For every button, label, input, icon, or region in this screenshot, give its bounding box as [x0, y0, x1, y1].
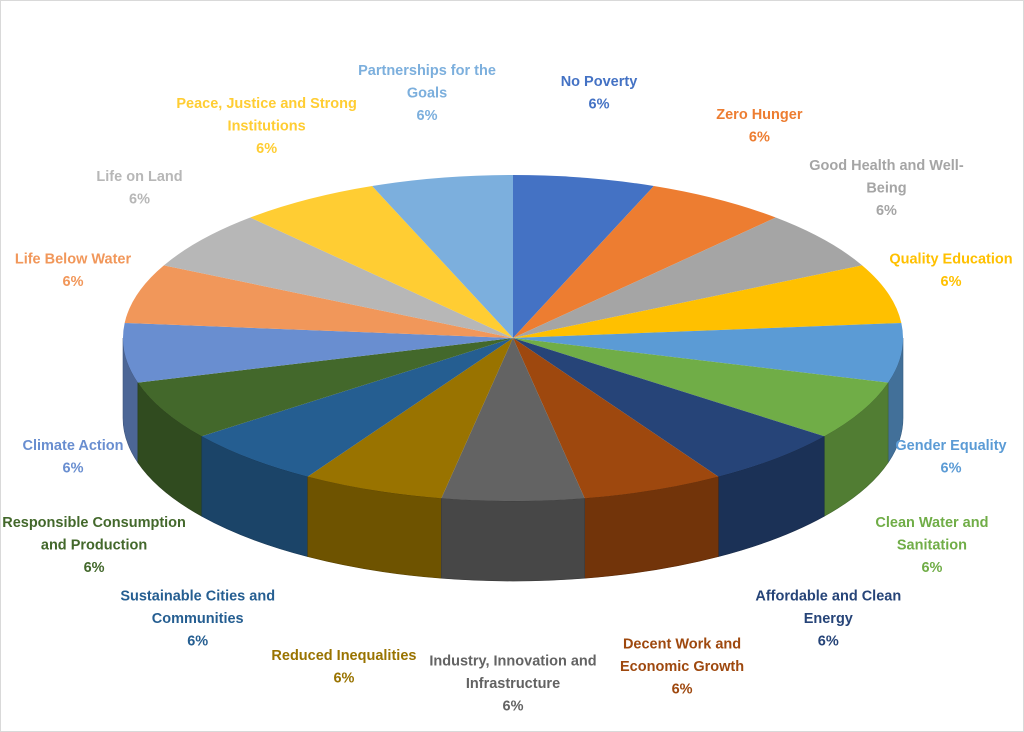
pie-slice-11[interactable] [201, 338, 513, 477]
data-label-9: Industry, Innovation and Infrastructure 6% [429, 654, 596, 715]
pie-side-10 [307, 476, 442, 579]
pie-slice-6[interactable] [513, 338, 889, 437]
data-label-4: Quality Education 6% [889, 251, 1012, 290]
data-label-2: Zero Hunger 6% [716, 107, 803, 145]
pie-slice-7[interactable] [513, 338, 825, 477]
pie-slice-9[interactable] [441, 338, 585, 501]
pie-slice-16[interactable] [250, 186, 513, 338]
data-label-3: Good Health and Well-Being 6% [809, 158, 964, 219]
pie-slice-14[interactable] [124, 265, 514, 338]
data-label-17: Partnerships for the Goals 6% [358, 63, 496, 124]
data-label-13: Climate Action 6% [23, 438, 124, 477]
data-label-15: Life on Land 6% [96, 169, 182, 208]
data-labels: No Poverty 6% Zero Hunger 6%Good Health and… [2, 63, 1012, 715]
data-label-11: Sustainable Cities and Communities 6% [120, 588, 275, 649]
data-label-1: No Poverty 6% [561, 74, 638, 113]
pie-slice-10[interactable] [307, 338, 513, 499]
pie-slice-17[interactable] [372, 175, 513, 338]
data-label-16: Peace, Justice and Strong Institutions 6% [176, 96, 357, 157]
pie-side-walls [122, 337, 904, 582]
pie-slice-12[interactable] [137, 338, 513, 437]
data-label-6: Clean Water and Sanitation 6% [875, 515, 988, 576]
data-label-5: Gender Equality 6% [895, 438, 1006, 477]
pie-slice-3[interactable] [513, 217, 863, 338]
data-label-10: Reduced Inequalities 6% [271, 648, 416, 687]
data-label-8: Decent Work and Economic Growth 6% [620, 637, 744, 698]
pie-slice-5[interactable] [513, 322, 903, 383]
data-label-14: Life Below Water 6% [15, 251, 132, 290]
pie-slice-15[interactable] [163, 217, 513, 338]
pie-slice-1[interactable] [513, 175, 654, 338]
pie-slice-4[interactable] [513, 265, 902, 338]
pie-top-face [123, 175, 903, 501]
data-label-12: Responsible Consumption and Production 6% [2, 515, 186, 576]
data-label-7: Affordable and Clean Energy 6% [755, 588, 901, 649]
pie-side-9 [441, 497, 585, 582]
pie-slice-13[interactable] [123, 322, 514, 383]
pie-slice-8[interactable] [513, 338, 719, 499]
pie-slice-2[interactable] [513, 186, 776, 338]
